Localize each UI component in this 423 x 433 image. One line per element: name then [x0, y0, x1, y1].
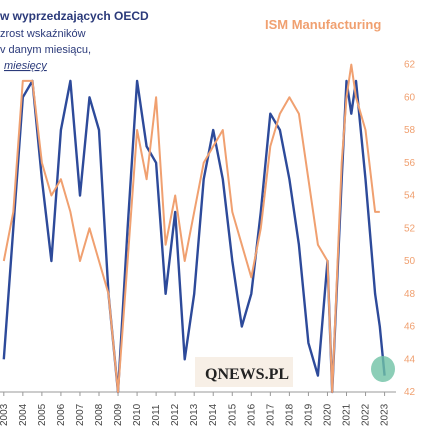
x-tick-label: 2004 [18, 403, 29, 426]
watermark-box [195, 357, 293, 387]
y-tick-label: 60 [404, 92, 416, 103]
x-tick-label: 2006 [56, 403, 67, 426]
x-tick-label: 2019 [303, 403, 314, 426]
x-tick-label: 2009 [113, 403, 124, 426]
highlight [371, 356, 395, 382]
title-line: w wyprzedzających OECD [0, 9, 149, 23]
series-line [2, 63, 380, 393]
watermark: QNEWS.PL [205, 366, 289, 383]
title-line: zrost wskaźników [0, 28, 86, 40]
y-tick-label: 42 [404, 387, 416, 398]
x-tick-label: 2012 [170, 403, 181, 426]
y-tick-label: 56 [404, 158, 416, 169]
x-tick-label: 2007 [75, 403, 86, 426]
x-tick-label: 2010 [132, 403, 143, 426]
y-tick-label: 54 [404, 191, 416, 202]
x-tick-label: 2013 [189, 403, 200, 426]
y-tick-label: 58 [404, 125, 416, 136]
x-tick-label: 2022 [361, 403, 372, 426]
series-line [2, 79, 386, 394]
y-tick-label: 52 [404, 223, 416, 234]
x-tick-label: 2018 [284, 403, 295, 426]
y-tick-label: 48 [404, 289, 416, 300]
x-tick-label: 2005 [37, 403, 48, 426]
x-tick-label: 2003 [0, 403, 10, 426]
title-line: miesięcy [4, 60, 48, 72]
x-tick-label: 2011 [151, 404, 162, 426]
x-tick-label: 2008 [94, 403, 105, 426]
x-tick-label: 2014 [208, 403, 219, 426]
y-tick-label: 62 [404, 60, 416, 71]
series-label: ISM Manufacturing [265, 17, 381, 32]
y-tick-label: 46 [404, 322, 416, 333]
y-tick-label: 50 [404, 256, 416, 267]
y-tick-label: 44 [404, 354, 416, 365]
x-tick-label: 2023 [380, 403, 391, 426]
x-tick-label: 2021 [342, 403, 353, 426]
x-tick-label: 2020 [322, 403, 333, 426]
title-line: v danym miesiącu, [0, 44, 91, 56]
x-tick-label: 2017 [265, 403, 276, 426]
x-tick-label: 2016 [246, 403, 257, 426]
x-tick-label: 2015 [227, 403, 238, 426]
